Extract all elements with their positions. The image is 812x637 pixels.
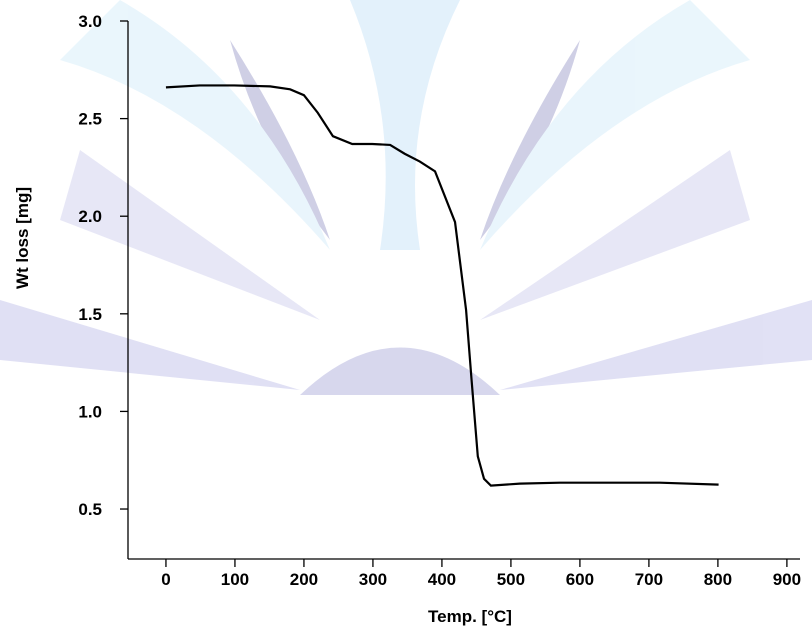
x-tick-label: 600 (566, 570, 594, 589)
x-axis-label: Temp. [°C] (428, 607, 512, 626)
y-tick-label: 1.5 (78, 305, 102, 324)
data-line (165, 84, 719, 487)
x-tick-label: 800 (704, 570, 732, 589)
y-tick-label: 3.0 (78, 12, 102, 31)
y-tick-label: 2.0 (78, 207, 102, 226)
x-tick-label: 700 (635, 570, 663, 589)
x-tick-label: 100 (221, 570, 249, 589)
x-tick-label: 200 (290, 570, 318, 589)
y-tick-label: 2.5 (78, 110, 102, 129)
x-tick-label: 400 (428, 570, 456, 589)
watermark (0, 0, 812, 395)
x-tick-label: 0 (161, 570, 170, 589)
y-tick-label: 1.0 (78, 402, 102, 421)
y-axis-label: Wt loss [mg] (13, 187, 32, 289)
x-tick-label: 500 (497, 570, 525, 589)
x-tick-label: 900 (773, 570, 801, 589)
y-tick-label: 0.5 (78, 500, 102, 519)
x-tick-label: 300 (359, 570, 387, 589)
